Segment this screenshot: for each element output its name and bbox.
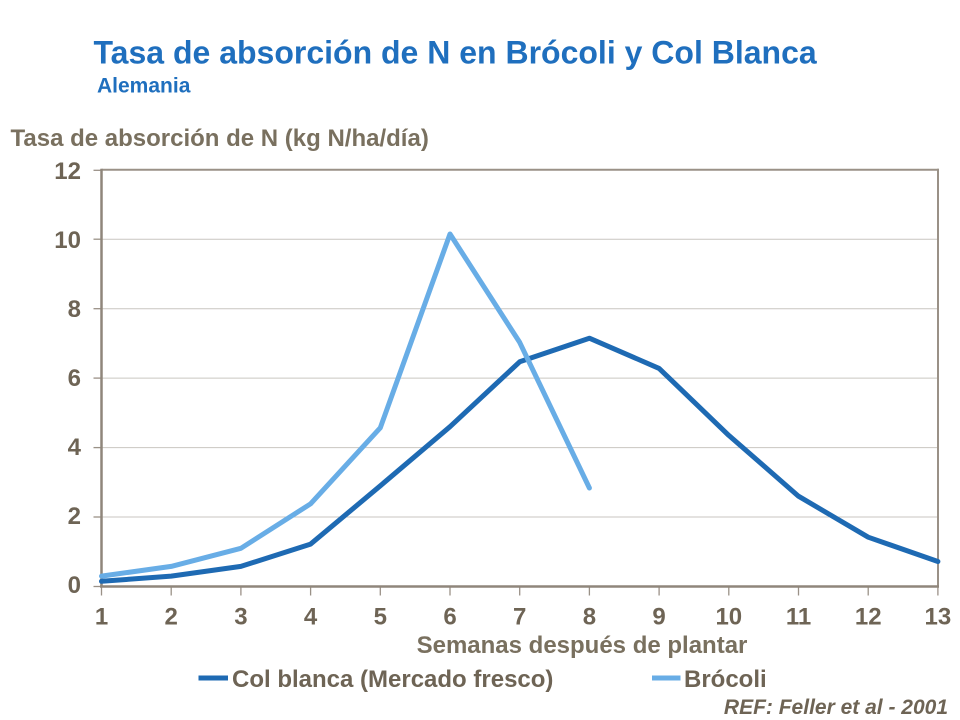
svg-text:Alemania: Alemania (97, 75, 191, 98)
svg-text:1: 1 (95, 604, 108, 631)
svg-text:12: 12 (855, 604, 882, 631)
svg-text:13: 13 (925, 604, 952, 631)
svg-text:10: 10 (715, 604, 742, 631)
svg-text:6: 6 (443, 604, 456, 631)
svg-text:Col blanca (Mercado fresco): Col blanca (Mercado fresco) (232, 666, 553, 693)
svg-text:Tasa de absorción de N (kg N/h: Tasa de absorción de N (kg N/ha/día) (11, 125, 429, 152)
svg-text:2: 2 (68, 503, 81, 530)
svg-text:12: 12 (54, 158, 81, 185)
svg-text:9: 9 (652, 604, 665, 631)
svg-text:11: 11 (786, 604, 811, 631)
svg-text:Brócoli: Brócoli (684, 666, 767, 693)
svg-text:REF: Feller et al - 2001: REF: Feller et al - 2001 (724, 696, 948, 719)
svg-text:10: 10 (54, 227, 81, 254)
svg-text:7: 7 (513, 604, 526, 631)
svg-text:8: 8 (68, 296, 81, 323)
svg-text:3: 3 (234, 604, 247, 631)
svg-text:Semanas después de plantar: Semanas después de plantar (417, 632, 748, 659)
svg-text:6: 6 (68, 365, 81, 392)
svg-text:2: 2 (165, 604, 178, 631)
svg-text:8: 8 (583, 604, 596, 631)
svg-text:5: 5 (374, 604, 387, 631)
svg-text:Tasa de absorción de N en Bróc: Tasa de absorción de N en Brócoli y Col … (94, 35, 817, 71)
svg-text:4: 4 (304, 604, 318, 631)
svg-text:4: 4 (68, 434, 82, 461)
svg-text:0: 0 (68, 572, 81, 599)
